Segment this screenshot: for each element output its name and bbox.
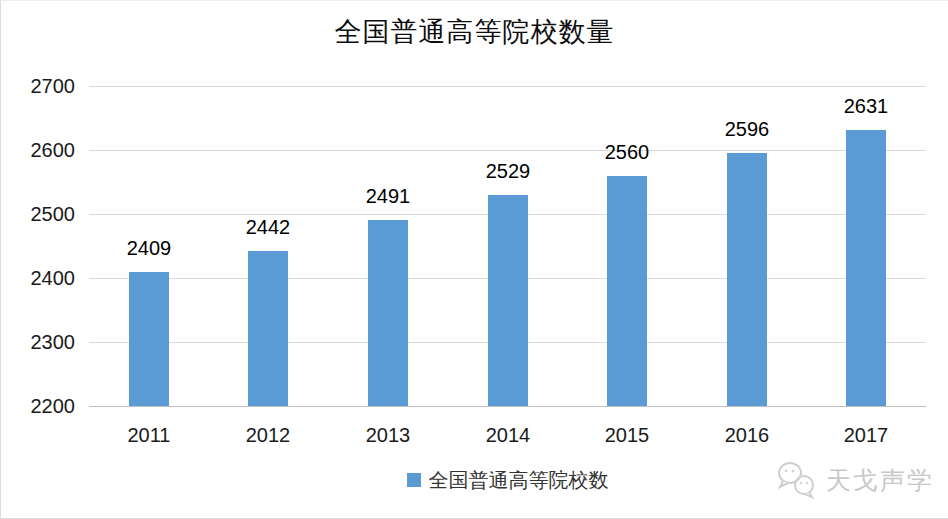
gridline [89, 86, 926, 87]
y-tick-label: 2200 [1, 393, 75, 419]
bar-value-label: 2442 [223, 214, 313, 240]
y-tick-label: 2300 [1, 329, 75, 355]
bar [368, 220, 408, 406]
x-axis-line [89, 406, 926, 407]
bar-value-label: 2529 [463, 158, 553, 184]
bar-chart: 全国普通高等院校数量 全国普通高等院校数 天戈声学 2200 2300 2400 25… [0, 0, 948, 519]
bar [129, 272, 169, 406]
x-tick-label: 2014 [448, 422, 568, 448]
bar [488, 195, 528, 406]
bar [727, 153, 767, 406]
x-tick-label: 2012 [208, 422, 328, 448]
legend-label: 全国普通高等院校数 [429, 468, 609, 492]
chat-bubbles-mascot-icon [776, 460, 820, 502]
y-tick-label: 2500 [1, 201, 75, 227]
y-tick-label: 2600 [1, 137, 75, 163]
y-tick-label: 2400 [1, 265, 75, 291]
x-tick-label: 2015 [567, 422, 687, 448]
x-tick-label: 2013 [328, 422, 448, 448]
y-tick-label: 2700 [1, 73, 75, 99]
x-tick-label: 2017 [806, 422, 926, 448]
gridline [89, 150, 926, 151]
bar-value-label: 2409 [104, 235, 194, 261]
x-tick-label: 2011 [89, 422, 209, 448]
legend-swatch [407, 473, 421, 487]
bar-value-label: 2560 [582, 139, 672, 165]
watermark-text: 天戈声学 [826, 461, 934, 501]
bar-value-label: 2491 [343, 183, 433, 209]
bar [248, 251, 288, 406]
chart-title: 全国普通高等院校数量 [1, 15, 948, 49]
bar-value-label: 2596 [702, 116, 792, 142]
watermark: 天戈声学 [776, 460, 934, 502]
bar [846, 130, 886, 406]
x-tick-label: 2016 [687, 422, 807, 448]
bar-value-label: 2631 [821, 93, 911, 119]
bar [607, 176, 647, 406]
